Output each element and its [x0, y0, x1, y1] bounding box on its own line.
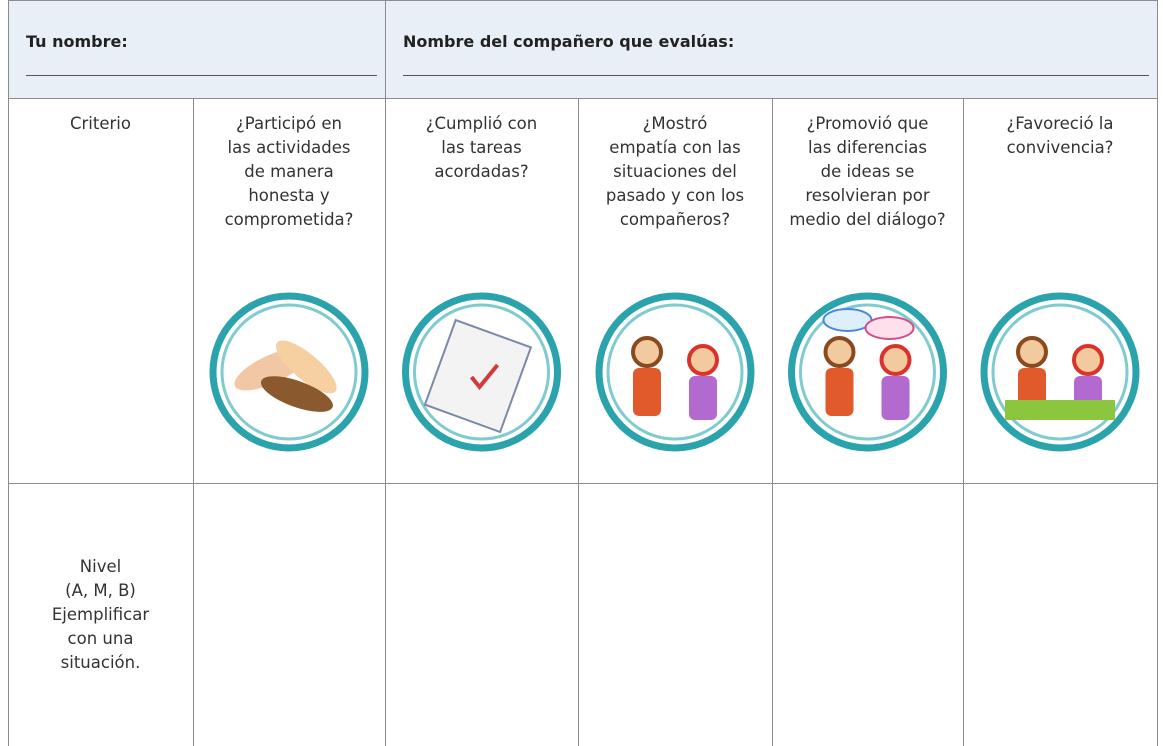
person-body — [825, 368, 854, 416]
text-line: situaciones del — [613, 162, 737, 181]
criteria-header: Criterio — [8, 112, 193, 136]
table-border — [8, 0, 9, 746]
text-line: resolvieran por — [805, 186, 930, 205]
person-head — [631, 336, 663, 368]
person-head — [1072, 344, 1104, 376]
text-line: con una — [67, 629, 134, 648]
notepad — [423, 318, 533, 434]
hand — [260, 376, 333, 412]
text-line: ¿Mostró — [642, 114, 708, 133]
text-line: ¿Cumplió con — [425, 114, 538, 133]
criterion-text: ¿Participó en las actividades de manera hon… — [193, 112, 385, 232]
criterion-text: ¿Favoreció la convivencia? — [963, 112, 1157, 160]
text-line: situación. — [60, 653, 141, 672]
text-line: comprometida? — [224, 210, 354, 229]
text-line: medio del diálogo? — [789, 210, 946, 229]
table-border — [8, 483, 1157, 484]
text-line: ¿Favoreció la — [1006, 114, 1114, 133]
person-head — [687, 344, 719, 376]
text-line: honesta y — [248, 186, 330, 205]
partner-name-label: Nombre del compañero que evalúas: — [403, 32, 735, 51]
text-line: las actividades — [227, 138, 351, 157]
person-body — [633, 368, 661, 416]
your-name-header: Tu nombre: — [8, 0, 385, 98]
person-body — [881, 376, 910, 420]
text-line: empatía con las — [609, 138, 741, 157]
criterion-text: ¿Cumplió con las tareas acordadas? — [385, 112, 578, 184]
text-line: ¿Promovió que — [806, 114, 929, 133]
text-line: pasado y con los — [605, 186, 745, 205]
text-line: Criterio — [70, 114, 131, 133]
speech-bubble — [864, 316, 915, 340]
name-line — [403, 75, 1149, 76]
person-head — [879, 344, 912, 376]
person-body — [689, 376, 717, 420]
name-line — [26, 75, 377, 76]
table-border — [578, 98, 579, 746]
text-line: ¿Participó en — [236, 114, 342, 133]
table-border — [385, 0, 386, 746]
person-head — [823, 336, 856, 368]
your-name-label: Tu nombre: — [26, 32, 128, 51]
person-head — [1016, 336, 1048, 368]
text-line: acordadas? — [434, 162, 529, 181]
hand — [276, 340, 337, 394]
criterion-text: ¿Promovió que las diferencias de ideas se r… — [772, 112, 963, 232]
partner-name-header: Nombre del compañero que evalúas: — [385, 0, 1157, 98]
text-line: convivencia? — [1006, 138, 1114, 157]
text-line: (A, M, B) — [65, 581, 136, 600]
table-border — [1157, 0, 1158, 746]
table-border — [772, 98, 773, 746]
checkmark — [469, 363, 500, 391]
criterion-text: ¿Mostró empatía con las situaciones del pas… — [578, 112, 772, 232]
text-line: Nivel — [79, 557, 122, 576]
text-line: las diferencias — [808, 138, 927, 157]
text-line: Ejemplificar — [51, 605, 150, 624]
table-border — [193, 98, 194, 746]
speech-bubble — [822, 308, 873, 332]
table-border — [963, 98, 964, 746]
text-line: las tareas — [441, 138, 522, 157]
table-border — [8, 0, 1157, 1]
text-line: de ideas se — [820, 162, 915, 181]
icon-inner-ring — [606, 303, 744, 441]
text-line: de manera — [244, 162, 334, 181]
text-line: compañeros? — [619, 210, 731, 229]
table-top — [1005, 400, 1115, 420]
table-border — [8, 98, 1157, 99]
level-label: Nivel (A, M, B) Ejemplificar con una situaci… — [8, 555, 193, 675]
